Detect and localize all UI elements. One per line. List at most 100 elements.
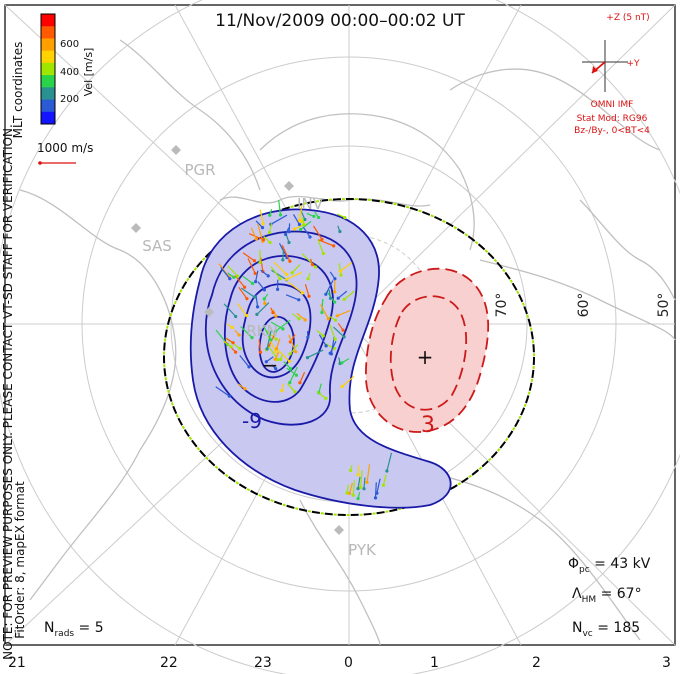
- velocity-vector: [278, 199, 282, 216]
- velocity-vector-origin: [247, 365, 251, 369]
- velocity-vector: [374, 482, 377, 498]
- velocity-colorbar: 600 400 200 Vel [m/s]: [40, 13, 95, 125]
- velocity-vector-origin: [293, 227, 297, 231]
- velocity-vector-origin: [338, 229, 342, 234]
- velocity-vector-origin: [298, 381, 302, 385]
- lat-label-60: 60°: [576, 293, 592, 318]
- velocity-vector: [340, 262, 353, 272]
- velocity-vector-origin: [324, 292, 328, 296]
- colorbar-tick-600: 600: [60, 39, 79, 50]
- velocity-vector-origin: [276, 287, 280, 291]
- velocity-vector-origin: [281, 258, 285, 262]
- velocity-vector-origin: [333, 300, 337, 304]
- page-title: 11/Nov/2009 00:00–00:02 UT: [215, 11, 465, 31]
- velocity-vector: [240, 326, 253, 339]
- colorbar-swatch: [41, 26, 55, 39]
- imf-panel: +Z (5 nT) +Y OMNI IMF Stat Mod: RG96 Bz-…: [574, 13, 650, 136]
- velocity-vector-origin: [261, 238, 266, 242]
- velocity-vector: [260, 257, 264, 272]
- velocity-vector-origin: [273, 357, 277, 361]
- velocity-vector: [286, 271, 302, 280]
- velocity-vector-origin: [287, 230, 291, 234]
- velocity-vector-origin: [340, 361, 344, 365]
- velocity-vector: [321, 298, 324, 313]
- velocity-vector: [352, 480, 356, 496]
- velocity-vector-origin: [303, 217, 307, 222]
- velocity-vector-origin: [332, 346, 336, 351]
- velocity-vector-origin: [290, 271, 294, 275]
- velocity-vector-origin: [288, 259, 292, 263]
- fit-order-note: FitOrder: 8, mapEX format: [13, 481, 27, 639]
- velocity-vector-origin: [278, 277, 282, 281]
- velocity-vector: [366, 464, 371, 483]
- velocity-vector: [257, 281, 265, 291]
- velocity-vector: [386, 452, 393, 472]
- colorbar-swatch: [41, 111, 55, 125]
- lat-label-50: 50°: [656, 293, 672, 318]
- velocity-vector-origin: [294, 373, 298, 377]
- lat-label-70: 70°: [494, 293, 510, 318]
- velocity-vector-origin: [250, 336, 254, 340]
- velocity-vector-origin: [274, 350, 278, 354]
- velocity-vector-origin: [373, 496, 378, 500]
- velocity-vector: [329, 340, 337, 354]
- colorbar-swatch: [41, 87, 55, 101]
- colorbar-swatch: [41, 75, 55, 88]
- velocity-vector-origin: [347, 491, 352, 495]
- mlt-label-3: 3: [662, 655, 671, 671]
- velocity-vector: [317, 239, 334, 247]
- velocity-vector-origin: [234, 314, 238, 319]
- velocity-vector: [289, 366, 298, 383]
- velocity-vector-origin: [274, 329, 278, 333]
- velocity-vector-origin: [312, 214, 316, 218]
- velocity-vector: [239, 355, 250, 368]
- velocity-vector-origin: [268, 240, 272, 245]
- velocity-vector-origin: [260, 226, 265, 230]
- velocity-vector-origin: [245, 297, 249, 301]
- velocity-vector-origin: [253, 271, 257, 275]
- velocity-vector: [285, 294, 300, 301]
- velocity-vector: [357, 476, 361, 489]
- svg-text:RKN: RKN: [246, 322, 277, 340]
- velocity-vector-origin: [258, 350, 263, 354]
- velocity-vector-origin: [341, 328, 345, 332]
- velocity-vector-origin: [252, 259, 256, 263]
- station-pyk: PYK: [334, 525, 377, 559]
- velocity-vector-origin: [243, 387, 247, 391]
- positive-convection-cell: [365, 267, 490, 433]
- velocity-vector-origin: [278, 213, 283, 217]
- velocity-vector-origin: [234, 350, 238, 354]
- velocity-vector: [271, 269, 288, 281]
- velocity-vector: [283, 361, 292, 370]
- velocity-vector: [320, 304, 329, 320]
- velocity-vector: [258, 339, 262, 353]
- velocity-vector-origin: [285, 272, 289, 276]
- velocity-vector-origin: [385, 469, 389, 473]
- velocity-vector: [333, 326, 345, 338]
- mlt-label-22: 22: [160, 655, 178, 671]
- velocity-vector: [318, 383, 322, 394]
- velocity-vector: [281, 244, 291, 262]
- velocity-vector: [313, 225, 323, 240]
- velocity-vector-origin: [228, 277, 232, 281]
- velocity-vector-origin: [227, 394, 231, 398]
- velocity-vector-origin: [306, 277, 310, 281]
- velocity-vector: [234, 275, 246, 288]
- velocity-vector: [363, 477, 366, 489]
- velocity-vector: [303, 227, 311, 238]
- velocity-vector-origin: [324, 396, 328, 400]
- imf-y-label: +Y: [626, 59, 640, 69]
- velocity-vector: [273, 261, 288, 275]
- velocity-vector: [296, 312, 306, 321]
- svg-text:SAS: SAS: [142, 237, 172, 255]
- velocity-vector-origin: [262, 297, 266, 301]
- mlt-label-2: 2: [532, 655, 541, 671]
- negative-convection-cell: [189, 208, 452, 509]
- velocity-vector-origin: [356, 473, 360, 477]
- velocity-vector: [298, 205, 303, 221]
- velocity-vector: [257, 223, 264, 242]
- colorbar-swatch: [41, 62, 55, 76]
- velocity-vector: [317, 239, 324, 254]
- velocity-vector-origin: [252, 295, 257, 299]
- svg-text:PYK: PYK: [348, 541, 377, 559]
